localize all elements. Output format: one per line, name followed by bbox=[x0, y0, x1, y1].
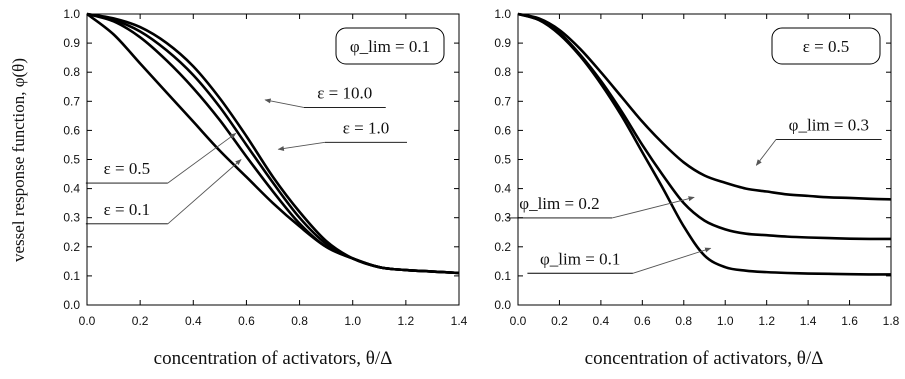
right-panel: 0.0 0.1 0.2 0.3 0.4 0.5 0.6 0.7 0.8 0.9 1.0 0.0 0.2… bbox=[494, 7, 899, 369]
right-annotation-arrow bbox=[632, 247, 712, 274]
left-panel: 0.0 0.1 0.2 0.3 0.4 0.5 0.6 0.7 0.8 0.9 1.0 0.0 0.2… bbox=[63, 7, 467, 369]
right-y-tick-label: 0.7 bbox=[494, 94, 511, 108]
right-y-tick-label: 0.5 bbox=[494, 153, 511, 167]
right-annotation: φ_lim = 0.2 bbox=[506, 194, 695, 219]
left-annotation: ε = 0.1 bbox=[85, 159, 242, 225]
right-x-tick-label: 0.4 bbox=[593, 314, 610, 328]
left-y-tick-label: 1.0 bbox=[63, 7, 80, 21]
left-x-tick-label: 1.2 bbox=[398, 314, 415, 328]
left-y-tick-label: 0.2 bbox=[63, 240, 80, 254]
right-x-tick-label: 1.6 bbox=[841, 314, 858, 328]
left-annotation-arrow bbox=[167, 132, 237, 184]
right-x-axis-label: concentration of activators, θ/Δ bbox=[585, 348, 824, 369]
right-x-tick-label: 0.0 bbox=[510, 314, 527, 328]
left-x-tick-label: 0.8 bbox=[291, 314, 308, 328]
right-x-tick-label: 1.2 bbox=[758, 314, 775, 328]
left-annotation-arrow bbox=[167, 159, 242, 225]
left-annotation-label: ε = 0.1 bbox=[104, 200, 150, 219]
left-annotation: ε = 1.0 bbox=[277, 118, 407, 151]
right-annotations: φ_lim = 0.3 φ_lim = 0.2 φ_lim = 0.1 bbox=[506, 115, 882, 274]
right-y-tick-label: 1.0 bbox=[494, 7, 511, 21]
left-y-tick-label: 0.3 bbox=[63, 211, 80, 225]
left-y-tick-label: 0.1 bbox=[63, 269, 80, 283]
left-annotation: ε = 0.5 bbox=[85, 132, 237, 184]
right-x-tick-label: 1.8 bbox=[883, 314, 900, 328]
left-y-tick-label: 0.5 bbox=[63, 153, 80, 167]
left-x-axis-label: concentration of activators, θ/Δ bbox=[154, 348, 393, 369]
right-x-tick-label: 1.0 bbox=[717, 314, 734, 328]
left-annotations: ε = 10.0 ε = 1.0 ε = 0.5 ε = 0.1 bbox=[85, 83, 407, 225]
left-x-tick-label: 0.6 bbox=[238, 314, 255, 328]
left-y-tick-label: 0.9 bbox=[63, 36, 80, 50]
right-annotation-label: φ_lim = 0.1 bbox=[540, 249, 620, 268]
left-annotation-label: ε = 1.0 bbox=[343, 118, 389, 137]
right-y-tick-label: 0.9 bbox=[494, 36, 511, 50]
left-y-tick-label: 0.7 bbox=[63, 94, 80, 108]
right-annotation: φ_lim = 0.1 bbox=[527, 247, 712, 274]
right-y-tick-label: 0.3 bbox=[494, 211, 511, 225]
left-y-tick-label: 0.8 bbox=[63, 65, 80, 79]
left-x-tick-label: 1.4 bbox=[451, 314, 468, 328]
right-boxed-label: ε = 0.5 bbox=[771, 27, 881, 65]
left-curves bbox=[86, 12, 460, 275]
right-x-tick-label: 0.6 bbox=[634, 314, 651, 328]
right-annotation-arrow bbox=[612, 196, 695, 219]
left-x-tick-label: 0.4 bbox=[185, 314, 202, 328]
right-annotation: φ_lim = 0.3 bbox=[755, 115, 882, 166]
right-x-ticks: 0.0 0.2 0.4 0.6 0.8 1.0 1.2 1.4 1.6 1.8 bbox=[510, 14, 900, 328]
right-y-tick-label: 0.0 bbox=[494, 298, 511, 312]
left-x-tick-label: 1.0 bbox=[344, 314, 361, 328]
right-x-tick-label: 1.4 bbox=[800, 314, 817, 328]
left-label-box bbox=[335, 27, 445, 65]
right-annotation-arrow bbox=[755, 139, 777, 166]
left-annotation-label: ε = 0.5 bbox=[104, 159, 150, 178]
left-y-tick-label: 0.4 bbox=[63, 182, 80, 196]
left-annotation-arrow bbox=[264, 98, 304, 108]
left-y-tick-label: 0.6 bbox=[63, 123, 80, 137]
left-x-ticks: 0.0 0.2 0.4 0.6 0.8 1.0 1.2 1.4 bbox=[79, 14, 468, 328]
right-y-tick-label: 0.4 bbox=[494, 182, 511, 196]
right-y-tick-label: 0.6 bbox=[494, 123, 511, 137]
right-series-line-2 bbox=[517, 12, 892, 276]
left-annotation-arrow bbox=[277, 141, 326, 151]
right-label-box bbox=[771, 27, 881, 65]
left-x-tick-label: 0.0 bbox=[79, 314, 96, 328]
left-annotation: ε = 10.0 bbox=[264, 83, 386, 108]
left-boxed-label: φ_lim = 0.1 bbox=[335, 27, 445, 65]
right-series-line-0 bbox=[517, 12, 892, 201]
left-y-ticks: 0.0 0.1 0.2 0.3 0.4 0.5 0.6 0.7 0.8 0.9 1.0 bbox=[63, 7, 459, 312]
right-curves bbox=[517, 12, 892, 276]
left-annotation-label: ε = 10.0 bbox=[317, 83, 372, 102]
right-annotation-label: φ_lim = 0.2 bbox=[519, 194, 599, 213]
right-y-ticks: 0.0 0.1 0.2 0.3 0.4 0.5 0.6 0.7 0.8 0.9 1.0 bbox=[494, 7, 891, 312]
left-x-tick-label: 0.2 bbox=[132, 314, 149, 328]
right-x-tick-label: 0.2 bbox=[551, 314, 568, 328]
right-annotation-label: φ_lim = 0.3 bbox=[789, 115, 869, 134]
right-y-tick-label: 0.1 bbox=[494, 269, 511, 283]
right-y-tick-label: 0.8 bbox=[494, 65, 511, 79]
right-y-tick-label: 0.2 bbox=[494, 240, 511, 254]
right-label-text: ε = 0.5 bbox=[803, 37, 849, 56]
left-y-tick-label: 0.0 bbox=[63, 298, 80, 312]
left-label-text: φ_lim = 0.1 bbox=[350, 37, 430, 56]
right-x-tick-label: 0.8 bbox=[675, 314, 692, 328]
y-axis-label: vessel response function, φ(θ) bbox=[9, 58, 28, 262]
left-series-line-3 bbox=[86, 12, 460, 275]
